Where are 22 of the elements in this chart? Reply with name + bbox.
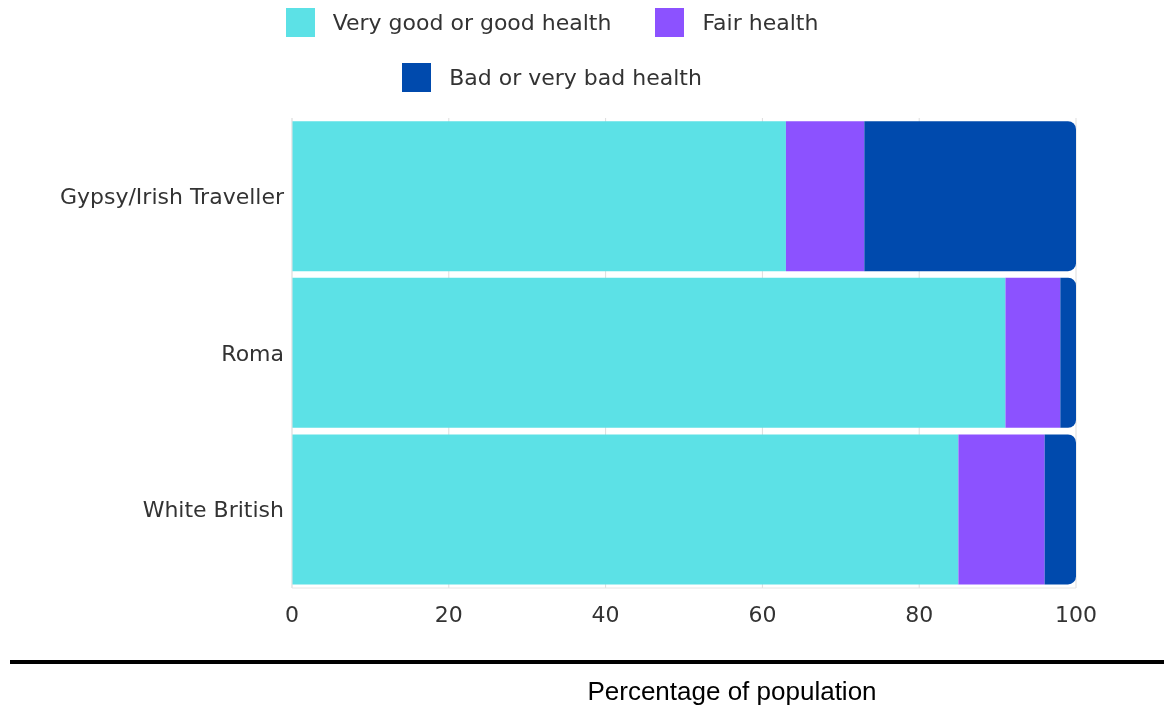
y-tick-label: Roma <box>221 340 284 366</box>
x-tick-label: 0 <box>285 601 299 627</box>
bar <box>1005 277 1061 428</box>
y-tick-label: White British <box>142 497 284 523</box>
x-tick-label: 100 <box>1055 601 1097 627</box>
x-axis-title: Percentage of population <box>586 676 878 707</box>
bar <box>292 434 959 585</box>
legend-label: Bad or very bad health <box>449 65 702 90</box>
bar <box>785 121 865 272</box>
bar <box>864 121 1076 272</box>
x-tick-label: 80 <box>905 601 934 627</box>
x-tick-label: 60 <box>748 601 777 627</box>
x-tick-label: 40 <box>591 601 620 627</box>
legend-label: Fair health <box>702 10 819 35</box>
bar <box>958 434 1045 585</box>
bar <box>1044 434 1076 585</box>
y-tick-label: Gypsy/Irish Traveller <box>59 184 285 210</box>
bar <box>292 121 786 272</box>
x-tick-label: 20 <box>434 601 463 627</box>
bar <box>292 277 1006 428</box>
bar <box>1060 277 1076 428</box>
legend-label: Very good or good health <box>332 10 612 35</box>
